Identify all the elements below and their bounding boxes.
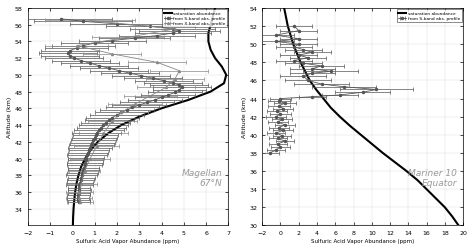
saturation abundance [137, 116, 142, 119]
saturation abundance [206, 32, 211, 35]
saturation abundance [72, 191, 78, 194]
saturation abundance [358, 134, 364, 137]
Y-axis label: Altitude (km): Altitude (km) [242, 97, 246, 138]
saturation abundance [433, 197, 438, 200]
saturation abundance [82, 157, 88, 160]
Text: Mariner 10
Equator: Mariner 10 Equator [408, 168, 457, 188]
saturation abundance [105, 132, 111, 135]
Line: saturation abundance: saturation abundance [284, 9, 458, 226]
saturation abundance [219, 66, 225, 69]
saturation abundance [380, 152, 386, 155]
saturation abundance [291, 44, 296, 46]
saturation abundance [210, 16, 216, 19]
saturation abundance [369, 143, 374, 146]
saturation abundance [337, 116, 343, 119]
saturation abundance [212, 58, 218, 60]
saturation abundance [347, 125, 353, 128]
saturation abundance [208, 24, 213, 27]
saturation abundance [70, 216, 76, 219]
saturation abundance [212, 8, 218, 10]
saturation abundance [294, 52, 300, 56]
saturation abundance [76, 174, 82, 177]
saturation abundance [415, 179, 420, 182]
saturation abundance [95, 141, 101, 144]
saturation abundance [328, 107, 334, 110]
saturation abundance [223, 74, 229, 77]
saturation abundance [221, 82, 227, 86]
saturation abundance [281, 8, 287, 10]
X-axis label: Sulfuric Acid Vapor Abundance (ppm): Sulfuric Acid Vapor Abundance (ppm) [76, 238, 180, 243]
Text: Magellan
67°N: Magellan 67°N [182, 168, 222, 188]
saturation abundance [307, 80, 312, 82]
saturation abundance [320, 98, 326, 101]
saturation abundance [392, 161, 398, 164]
saturation abundance [283, 16, 289, 20]
Y-axis label: Altitude (km): Altitude (km) [7, 97, 12, 138]
saturation abundance [78, 166, 84, 169]
Legend: saturation abundance, from S-band abs. profile: saturation abundance, from S-band abs. p… [397, 10, 462, 23]
saturation abundance [404, 170, 410, 173]
saturation abundance [206, 41, 211, 44]
Line: saturation abundance: saturation abundance [73, 9, 226, 226]
saturation abundance [73, 182, 79, 185]
saturation abundance [449, 215, 455, 218]
saturation abundance [285, 26, 291, 29]
saturation abundance [424, 188, 429, 191]
Legend: saturation abundance, from S-band abs. profile, from X-band abs. profile: saturation abundance, from S-band abs. p… [162, 10, 227, 28]
saturation abundance [71, 207, 76, 210]
saturation abundance [442, 206, 448, 209]
saturation abundance [208, 49, 213, 52]
saturation abundance [70, 224, 76, 227]
saturation abundance [456, 224, 461, 227]
saturation abundance [288, 34, 293, 37]
saturation abundance [298, 62, 303, 64]
saturation abundance [159, 108, 164, 110]
saturation abundance [72, 199, 77, 202]
X-axis label: Sulfuric Acid Vapor Abundance (ppm): Sulfuric Acid Vapor Abundance (ppm) [311, 238, 414, 243]
saturation abundance [302, 70, 308, 74]
saturation abundance [185, 99, 191, 102]
saturation abundance [313, 89, 319, 92]
saturation abundance [118, 124, 124, 127]
saturation abundance [208, 91, 213, 94]
saturation abundance [88, 149, 93, 152]
